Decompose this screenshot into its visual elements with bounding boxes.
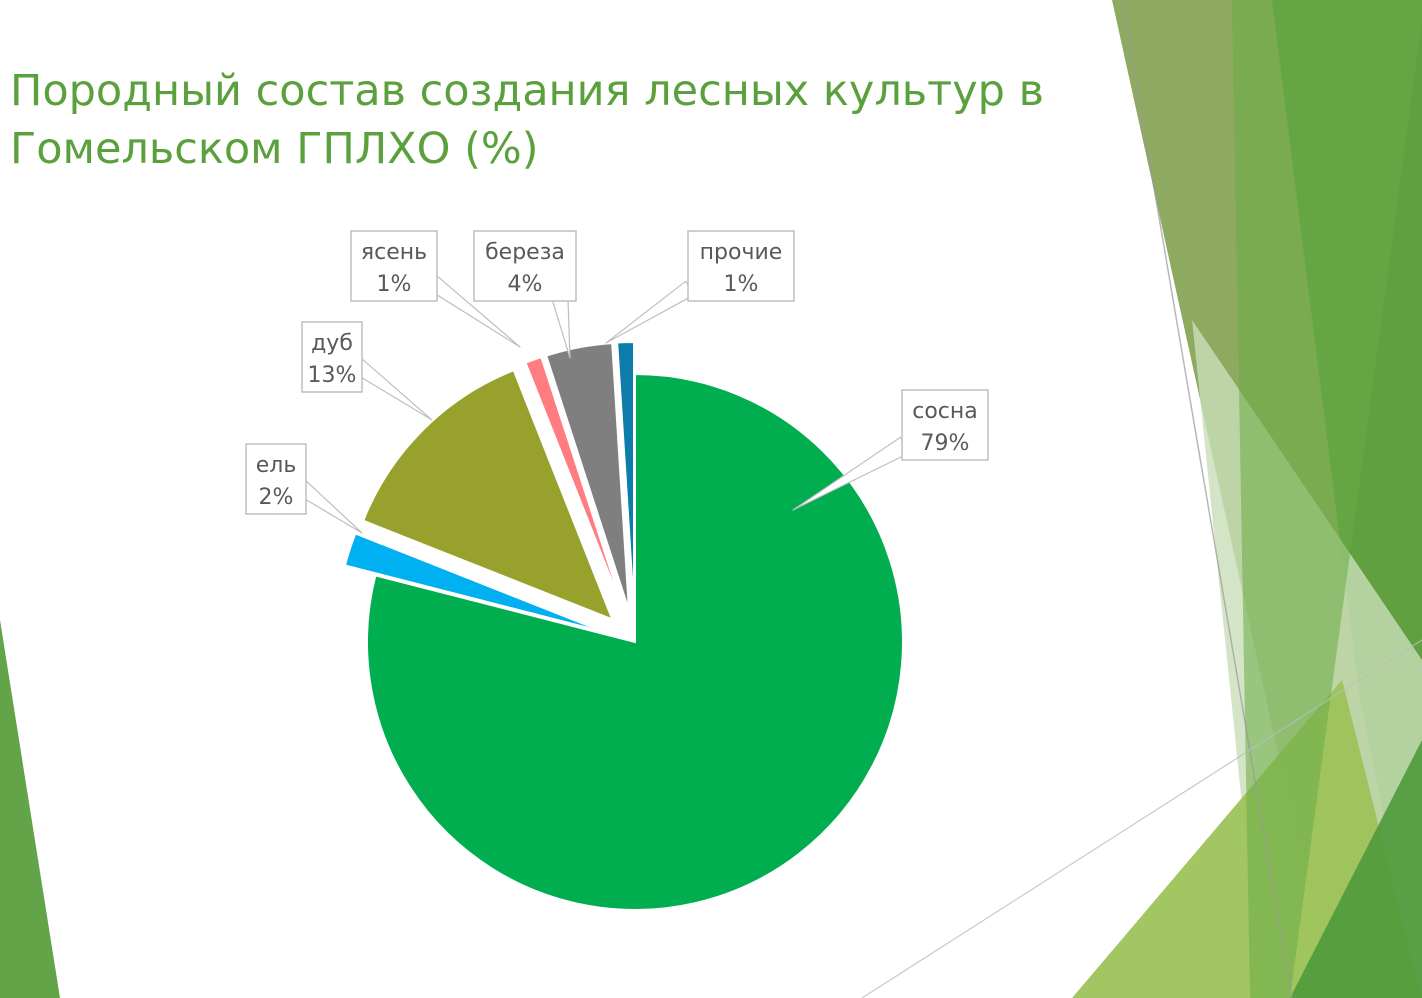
decor-left-stripe — [0, 620, 60, 998]
label-leader-5 — [551, 296, 571, 359]
label-box-3 — [301, 321, 363, 393]
decor-dark-corner — [1290, 740, 1422, 998]
label-percent-1: 79% — [921, 431, 970, 456]
label-box-1 — [901, 389, 989, 461]
label-box-2 — [245, 443, 307, 515]
pie-slice-3 — [361, 368, 615, 622]
label-box-5 — [473, 230, 577, 302]
pie-slice-4 — [524, 355, 626, 613]
label-percent-3: 13% — [308, 363, 357, 388]
data-label-2: ель 2% — [245, 443, 363, 534]
slide-title: Породный состав создания лесных культур … — [10, 66, 1044, 174]
label-category-3: дуб — [311, 331, 353, 356]
data-label-3: дуб 13% — [301, 321, 433, 421]
label-category-5: береза — [485, 240, 565, 265]
data-label-6: прочие 1% — [605, 230, 795, 344]
label-leader-6 — [605, 280, 695, 344]
pie-slice-6 — [616, 341, 635, 611]
label-category-6: прочие — [700, 240, 783, 265]
data-label-5: береза 4% — [473, 230, 577, 359]
label-category-2: ель — [256, 453, 297, 478]
data-label-1: сосна 79% — [792, 389, 989, 511]
label-leader-3 — [352, 358, 433, 421]
pie-slice-5 — [544, 342, 631, 611]
label-category-4: ясень — [361, 240, 427, 265]
label-percent-4: 1% — [377, 272, 412, 297]
label-category-1: сосна — [912, 399, 978, 424]
label-percent-2: 2% — [259, 485, 294, 510]
label-box-4 — [350, 230, 438, 302]
pie-slice-1 — [366, 372, 904, 911]
label-box-6 — [687, 230, 795, 302]
decor-bright-strip — [1232, 0, 1422, 998]
label-percent-6: 1% — [724, 272, 759, 297]
pie-slice-2 — [343, 532, 605, 634]
label-percent-5: 4% — [508, 272, 543, 297]
decor-thin-line-1 — [1121, 0, 1293, 998]
data-label-4: ясень 1% — [350, 230, 521, 348]
label-leader-2 — [296, 481, 363, 534]
decor-thin-line-2 — [861, 639, 1422, 998]
